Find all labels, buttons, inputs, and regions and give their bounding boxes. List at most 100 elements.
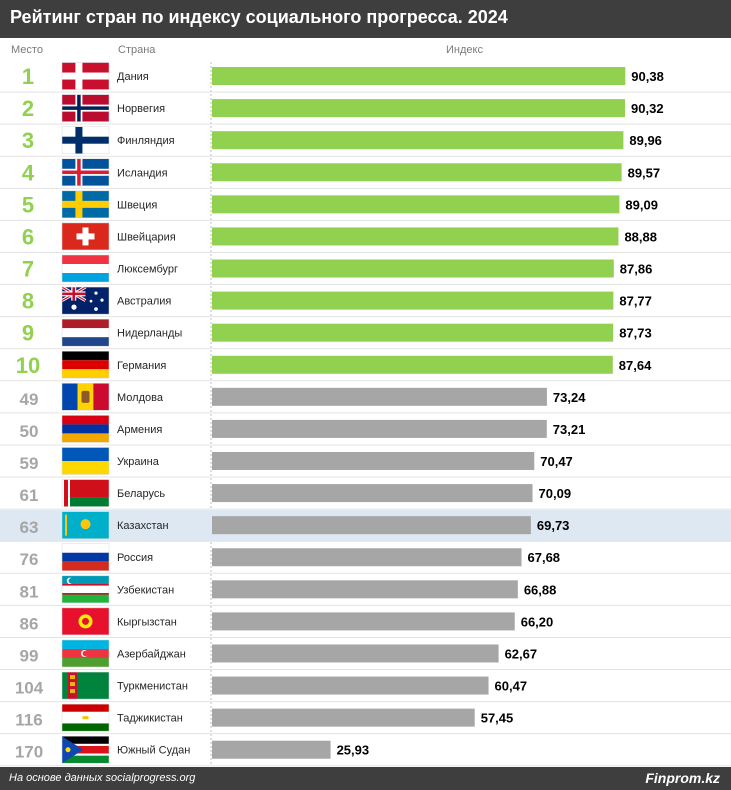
chart-header: Рейтинг стран по индексу социального про… [0, 0, 731, 38]
rank-label: 61 [20, 486, 39, 505]
value-label: 87,73 [619, 326, 652, 341]
value-label: 70,47 [540, 454, 573, 469]
bar [212, 516, 531, 535]
value-label: 89,09 [625, 197, 658, 212]
country-label: Армения [117, 424, 162, 436]
brand-logo-text: Finprom.kz [645, 770, 720, 786]
country-column-header: Страна [118, 44, 156, 56]
ukraine-flag-icon [61, 447, 110, 475]
bar [212, 259, 614, 278]
rank-label: 63 [20, 518, 39, 537]
bar [212, 195, 620, 214]
sweden-flag-icon [61, 190, 110, 219]
russia-flag-icon [61, 543, 110, 571]
value-label: 87,86 [620, 262, 653, 277]
denmark-flag-icon [61, 62, 110, 90]
bar [212, 163, 622, 182]
bar [212, 67, 626, 86]
bar-row: 3 Финляндия 89,96 [0, 126, 731, 157]
bar-row: 170 Южный Судан 25,93 [0, 735, 731, 767]
bar-row: 59 Украина 70,47 [0, 447, 731, 478]
bar-row: 4 Исландия 89,57 [0, 158, 731, 189]
value-label: 67,68 [528, 550, 561, 565]
rank-label: 59 [20, 454, 39, 473]
bar [212, 708, 475, 727]
country-label: Южный Судан [117, 745, 190, 757]
source-note: На основе данных socialprogress.org [9, 772, 196, 784]
rank-label: 2 [22, 96, 34, 121]
rank-label: 76 [20, 550, 39, 569]
bar [212, 355, 613, 374]
finland-flag-icon [61, 126, 110, 154]
bar [212, 131, 624, 150]
bar-row: 9 Нидерланды 87,73 [0, 318, 731, 350]
bar [212, 291, 614, 310]
country-label: Исландия [117, 167, 168, 179]
chart-footer: На основе данных socialprogress.org Finp… [0, 767, 731, 790]
chart-title: Рейтинг стран по индексу социального про… [10, 7, 508, 27]
value-label: 90,32 [631, 101, 664, 116]
country-label: Казахстан [117, 520, 169, 532]
bar-row: 49 Молдова 73,24 [0, 383, 731, 414]
country-label: Швейцария [117, 231, 176, 243]
index-column-header: Индекс [446, 44, 483, 56]
country-label: Азербайджан [117, 648, 186, 660]
azerbaijan-flag-icon [61, 639, 110, 668]
value-label: 87,77 [619, 294, 652, 309]
rank-label: 7 [22, 257, 34, 282]
netherlands-flag-icon [61, 318, 110, 347]
uzbekistan-flag-icon [61, 575, 110, 604]
country-label: Молдова [117, 392, 164, 404]
bar [212, 99, 626, 118]
rank-label: 49 [20, 390, 39, 409]
bar-row: 81 Узбекистан 66,88 [0, 575, 731, 606]
country-label: Украина [117, 456, 160, 468]
value-label: 89,96 [629, 133, 662, 148]
bar [212, 740, 331, 759]
rank-label: 170 [15, 743, 43, 762]
rank-label: 5 [22, 192, 34, 217]
bar [212, 548, 522, 567]
value-label: 62,67 [505, 646, 538, 661]
switzerland-flag-icon [61, 222, 110, 251]
value-label: 73,21 [553, 422, 586, 437]
bar [212, 484, 533, 503]
bar-row: 86 Кыргызстан 66,20 [0, 607, 731, 638]
bar [212, 387, 547, 406]
bar-row: 1 Дания 90,38 [0, 62, 731, 93]
rank-column-header: Место [11, 44, 43, 56]
country-label: Германия [117, 360, 166, 372]
value-label: 60,47 [495, 679, 528, 694]
chart-area: 1 Дания 90,38 2 Норвегия 90,32 3 Финляндия 89,96… [0, 62, 731, 767]
rank-label: 50 [20, 422, 39, 441]
australia-flag-icon [61, 285, 110, 315]
bar [212, 612, 515, 631]
bar [212, 323, 614, 342]
country-label: Туркменистан [117, 681, 188, 693]
bar-row: 50 Армения 73,21 [0, 415, 731, 446]
rank-label: 9 [22, 321, 34, 346]
norway-flag-icon [61, 94, 110, 122]
country-label: Люксембург [117, 264, 178, 276]
country-label: Норвегия [117, 103, 165, 115]
rank-label: 86 [20, 614, 39, 633]
country-label: Узбекистан [117, 584, 174, 596]
value-label: 66,88 [524, 582, 557, 597]
country-label: Таджикистан [117, 713, 183, 725]
rank-label: 99 [20, 646, 39, 665]
bar-row: 5 Швеция 89,09 [0, 190, 731, 221]
value-label: 25,93 [337, 743, 370, 758]
bar-row: 8 Австралия 87,77 [0, 285, 731, 318]
kyrgyzstan-flag-icon [61, 607, 110, 636]
value-label: 66,20 [521, 614, 554, 629]
rank-label: 3 [22, 128, 34, 153]
country-label: Австралия [117, 296, 171, 308]
bar-row: 76 Россия 67,68 [0, 543, 731, 574]
bar-row: 6 Швейцария 88,88 [0, 222, 731, 253]
south-sudan-flag-icon [61, 735, 110, 764]
bar-row: 61 Беларусь 70,09 [0, 479, 731, 510]
bar-row: 10 Германия 87,64 [0, 351, 731, 382]
country-label: Финляндия [117, 135, 175, 147]
rank-label: 81 [20, 582, 39, 601]
rank-label: 1 [22, 64, 34, 89]
